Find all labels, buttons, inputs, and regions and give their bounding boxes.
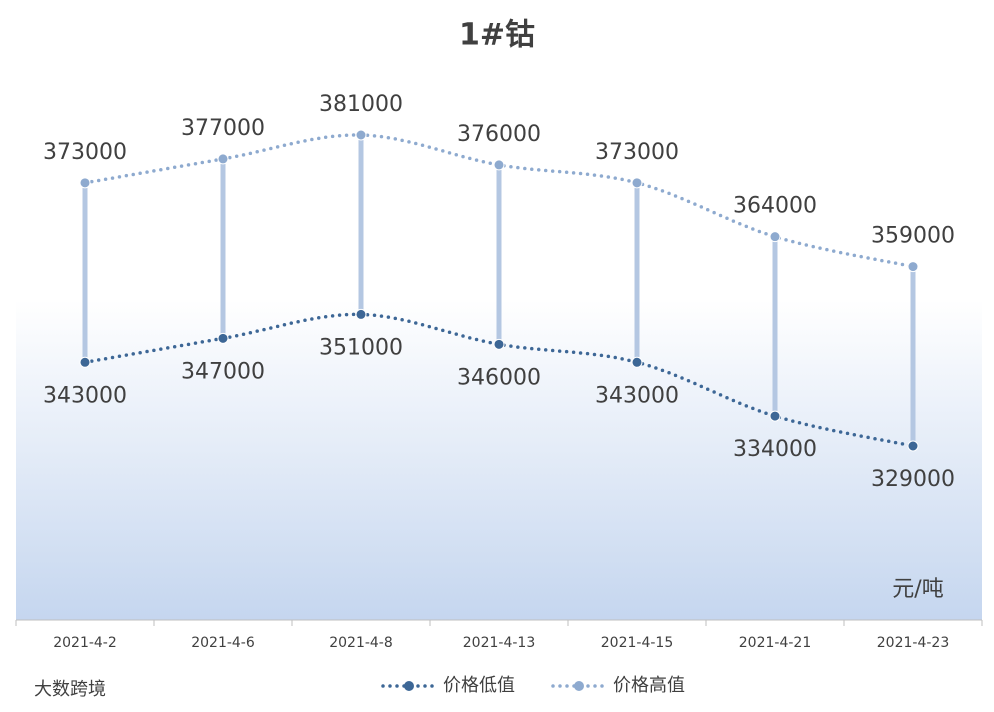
data-label: 359000 [871, 224, 955, 249]
data-label: 373000 [595, 140, 679, 165]
x-tick-label: 2021-4-13 [463, 635, 535, 651]
data-point [493, 159, 505, 171]
data-point [769, 231, 781, 243]
data-label: 373000 [43, 140, 127, 165]
legend-label: 价格高值 [613, 675, 685, 696]
unit-label: 元/吨 [892, 577, 943, 602]
data-point [631, 356, 643, 368]
chart-title: 1#钴 [459, 18, 535, 53]
data-point [907, 261, 919, 273]
data-label: 381000 [319, 92, 403, 117]
data-label: 364000 [733, 194, 817, 219]
legend-label: 价格低值 [443, 675, 515, 696]
data-point [79, 177, 91, 189]
watermark: 大数跨境 [34, 679, 106, 700]
data-point [217, 332, 229, 344]
data-point [355, 308, 367, 320]
x-tick-label: 2021-4-15 [601, 635, 673, 651]
data-label: 343000 [43, 383, 127, 408]
legend-marker [404, 681, 414, 691]
x-tick-label: 2021-4-21 [739, 635, 811, 651]
plot-background [16, 300, 982, 620]
data-label: 376000 [457, 122, 541, 147]
x-tick-label: 2021-4-6 [191, 635, 255, 651]
legend-marker [574, 681, 584, 691]
data-point [79, 356, 91, 368]
data-label: 329000 [871, 467, 955, 492]
data-point [631, 177, 643, 189]
data-point [769, 410, 781, 422]
data-label: 343000 [595, 383, 679, 408]
data-point [355, 129, 367, 141]
data-label: 347000 [181, 359, 265, 384]
data-point [907, 440, 919, 452]
data-point [493, 338, 505, 350]
x-tick-label: 2021-4-2 [53, 635, 117, 651]
data-point [217, 153, 229, 165]
data-label: 377000 [181, 116, 265, 141]
data-label: 346000 [457, 365, 541, 390]
data-label: 351000 [319, 335, 403, 360]
data-label: 334000 [733, 437, 817, 462]
x-tick-label: 2021-4-23 [877, 635, 949, 651]
x-tick-label: 2021-4-8 [329, 635, 393, 651]
